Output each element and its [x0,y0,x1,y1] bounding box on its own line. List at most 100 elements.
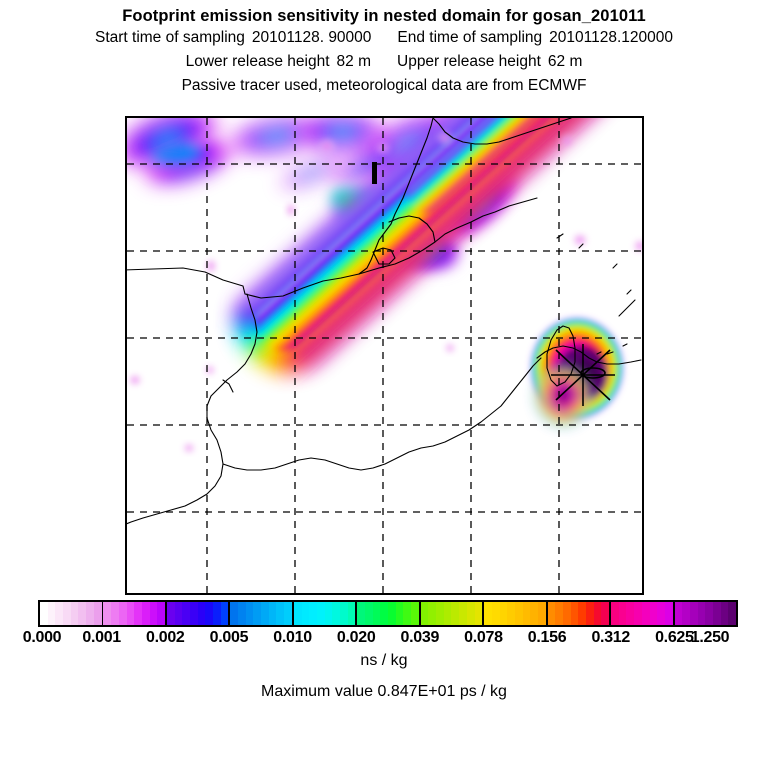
colorbar-step-9-6 [657,602,665,625]
colorbar-step-4-6 [339,602,348,625]
colorbar-step-8-7 [601,602,610,625]
colorbar-step-0-7 [93,602,102,625]
colorbar-band-3 [230,602,294,625]
colorbar-step-9-0 [611,602,619,625]
colorbar-tick-8: 0.156 [527,629,567,646]
colorbar-step-1-5 [141,602,150,625]
colorbar-step-2-0 [166,602,175,625]
colorbar-tick-9: 0.312 [591,629,630,646]
colorbar-step-7-0 [484,602,492,625]
colorbar-step-4-7 [347,602,356,625]
colorbar-tick-4: 0.010 [273,629,312,646]
colorbar-step-3-7 [284,602,292,625]
colorbar-step-10-2 [689,602,698,625]
upper-release-height-value: 62 m [547,53,583,70]
release-height-row: Lower release height 82 m Upper release he… [0,50,768,74]
colorbar-step-5-6 [403,602,412,625]
colorbar-step-7-3 [507,602,515,625]
figure-header: Footprint emission sensitivity in nested… [0,0,768,98]
colorbar-step-5-1 [364,602,373,625]
upper-release-height-label: Upper release height [397,53,541,70]
colorbar-step-6-7 [474,602,483,625]
colorbar-step-3-2 [245,602,254,625]
colorbar-step-6-4 [451,602,460,625]
colorbar-step-8-4 [578,602,587,625]
colorbar-step-4-3 [316,602,325,625]
colorbar-step-3-6 [276,602,285,625]
colorbar-step-5-5 [395,602,404,625]
colorbar-band-5 [357,602,421,625]
colorbar-step-8-2 [563,602,571,625]
colorbar-step-0-5 [78,602,87,625]
colorbar-tick-0: 0.000 [22,629,62,646]
colorbar-tick-6: 0.039 [400,629,440,646]
colorbar-band-8 [547,602,612,625]
colorbar-step-9-3 [634,602,642,625]
colorbar-step-1-3 [126,602,135,625]
colorbar-step-4-0 [293,602,302,625]
colorbar-band-6 [420,602,485,625]
tracer-note: Passive tracer used, meteorological data… [181,77,587,94]
colorbar-step-4-4 [324,602,333,625]
colorbar-band-9 [611,602,675,625]
start-time-label: Start time of sampling [94,29,245,46]
lower-release-height-label: Lower release height [185,53,330,70]
start-time-value: 20101128. 90000 [251,29,372,46]
colorbar-step-5-0 [357,602,365,625]
colorbar-step-0-3 [63,602,71,625]
colorbar-step-4-1 [301,602,310,625]
lower-release-height-value: 82 m [336,53,371,70]
colorbar-step-5-4 [388,602,396,625]
colorbar-tick-3: 0.005 [209,629,249,646]
colorbar-band-1 [103,602,167,625]
colorbar-step-5-7 [411,602,419,625]
colorbar-step-10-7 [728,602,737,625]
colorbar-tick-10: 0.625 [655,629,694,646]
colorbar-band-2 [166,602,231,625]
colorbar-bands [38,600,738,627]
colorbar-step-10-4 [705,602,713,625]
colorbar-tick-7: 0.078 [464,629,503,646]
colorbar-step-0-4 [70,602,79,625]
colorbar-step-5-2 [372,602,381,625]
map-panel [125,116,644,595]
colorbar-step-6-2 [436,602,444,625]
page-title: Footprint emission sensitivity in nested… [122,7,646,25]
colorbar-step-1-0 [103,602,112,625]
colorbar-step-6-5 [459,602,467,625]
colorbar-step-9-2 [626,602,635,625]
colorbar-step-7-2 [499,602,508,625]
footprint-plot [127,118,642,593]
colorbar-step-1-2 [118,602,127,625]
sampling-time-row: Start time of sampling 20101128. 90000 End… [0,26,768,50]
colorbar-step-10-6 [720,602,729,625]
station-tick-mark [372,162,377,184]
colorbar-step-9-1 [618,602,627,625]
colorbar [38,600,738,627]
maximum-value-label: Maximum value 0.847E+01 ps / kg [261,683,507,700]
colorbar-step-1-4 [134,602,142,625]
colorbar-tick-5: 0.020 [336,629,376,646]
colorbar-band-7 [484,602,548,625]
isolated-specks [127,131,642,454]
colorbar-band-0 [40,602,104,625]
colorbar-step-9-5 [649,602,658,625]
release-point-star [551,344,615,406]
colorbar-step-1-6 [149,602,158,625]
lat-lon-grid [127,118,642,593]
colorbar-step-10-1 [682,602,690,625]
colorbar-step-6-6 [466,602,475,625]
colorbar-step-0-1 [47,602,56,625]
colorbar-step-10-3 [697,602,706,625]
colorbar-tick-labels: 0.000 0.001 0.002 0.005 0.010 0.020 0.039 0.078… [0,628,768,650]
colorbar-step-5-3 [380,602,389,625]
colorbar-step-2-7 [220,602,229,625]
colorbar-step-2-1 [174,602,183,625]
colorbar-step-8-0 [547,602,556,625]
colorbar-step-0-0 [40,602,48,625]
colorbar-step-3-0 [230,602,239,625]
colorbar-tick-2: 0.002 [145,629,185,646]
colorbar-step-3-3 [253,602,262,625]
colorbar-step-10-0 [674,602,683,625]
colorbar-step-3-1 [238,602,246,625]
